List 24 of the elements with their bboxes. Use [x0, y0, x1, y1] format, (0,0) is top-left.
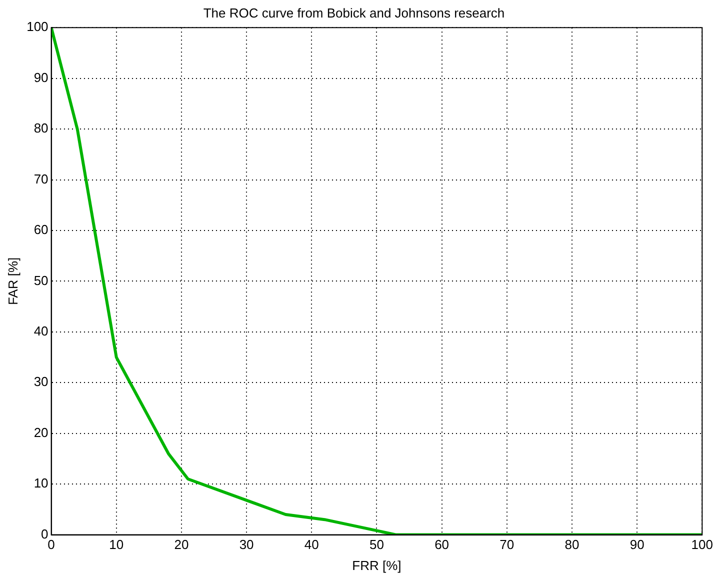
- x-tick-label: 100: [691, 537, 714, 552]
- y-tick-label: 80: [34, 120, 48, 136]
- y-axis-title: FAR [%]: [5, 257, 20, 306]
- y-tick-label: 60: [34, 222, 48, 238]
- y-tick-label: 0: [41, 526, 48, 542]
- y-tick-label: 30: [34, 374, 48, 390]
- x-axis-title: FRR [%]: [352, 558, 402, 573]
- x-tick-label: 80: [564, 537, 580, 552]
- x-tick-label: 90: [630, 537, 644, 552]
- y-tick-label: 10: [34, 476, 48, 491]
- y-tick-label: 100: [26, 19, 48, 34]
- x-tick-label: 50: [369, 537, 384, 552]
- x-tick-label: 20: [174, 537, 189, 552]
- y-tick-label: 90: [34, 70, 48, 85]
- x-tick-label: 40: [304, 537, 319, 552]
- x-tick-label: 10: [109, 537, 124, 552]
- y-tick-label: 20: [34, 424, 48, 440]
- x-tick-label: 70: [500, 537, 514, 552]
- y-tick-label: 50: [34, 272, 48, 288]
- x-tick-label: 30: [239, 537, 254, 552]
- x-tick-label: 60: [434, 537, 450, 552]
- y-tick-label: 70: [34, 171, 48, 186]
- y-tick-label: 40: [34, 324, 48, 338]
- chart-title: The ROC curve from Bobick and Johnsons research: [203, 5, 505, 20]
